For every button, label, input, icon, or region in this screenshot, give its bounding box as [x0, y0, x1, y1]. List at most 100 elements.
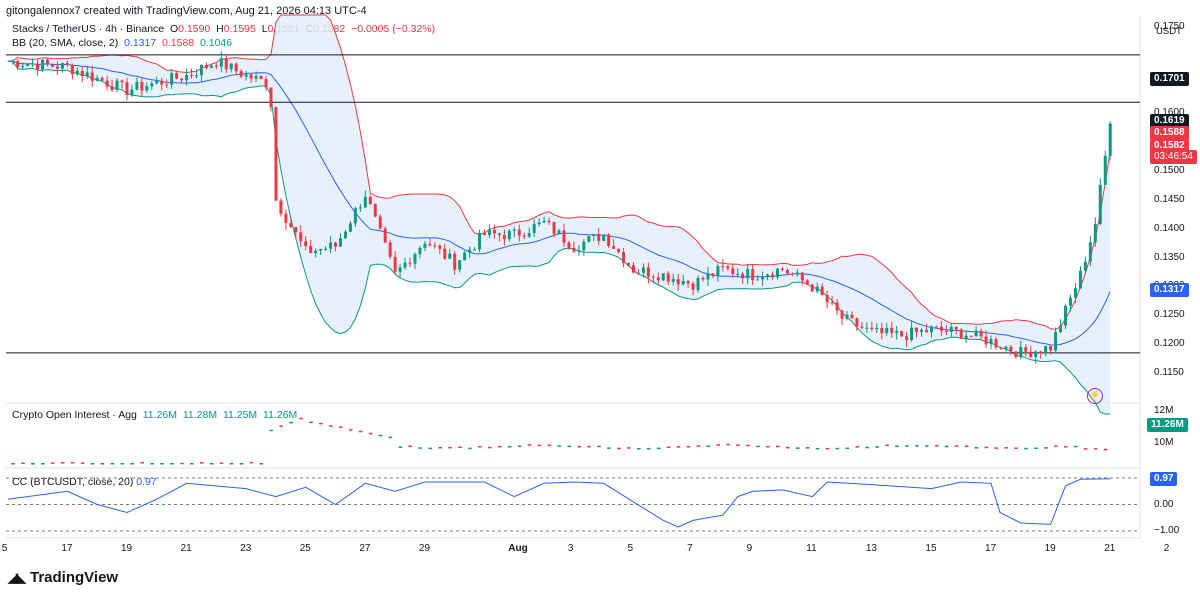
candle-body [746, 269, 750, 279]
hline-1619-tag: 0.1619 [1150, 114, 1189, 128]
date-tick-label: Aug [508, 543, 528, 554]
candle-body [55, 66, 59, 69]
candle-body [776, 268, 779, 278]
candle-body [209, 65, 213, 68]
lightning-icon[interactable]: ⚡ [1087, 388, 1103, 404]
oi-legend[interactable]: Crypto Open Interest · Agg 11.26M 11.28M… [12, 409, 297, 421]
candle-body [984, 336, 988, 345]
candle-body [542, 220, 546, 223]
candle-body [65, 62, 69, 65]
candle-body [368, 196, 372, 205]
oi-candle [547, 444, 552, 447]
candle-body [363, 196, 367, 208]
candle-body [736, 273, 740, 275]
candle-body [319, 248, 323, 251]
candle-body [229, 63, 233, 70]
candle-body [631, 265, 635, 273]
oi-candle [895, 445, 899, 447]
candle-body [165, 84, 169, 86]
candle-body [691, 283, 695, 290]
oi-candle [100, 463, 105, 465]
candle-body [706, 273, 710, 280]
oi-candle [557, 445, 562, 447]
candle-body [254, 75, 258, 79]
candle-body [80, 70, 84, 77]
candle-body [676, 279, 680, 285]
date-tick-label: 19 [1044, 543, 1056, 554]
candle-body [721, 266, 725, 268]
hline-1701-tag: 0.1701 [1150, 72, 1189, 86]
candle-body [1103, 155, 1107, 185]
candle-body [458, 260, 462, 270]
open-interest-candles [11, 417, 1108, 465]
candle-body [1064, 305, 1068, 326]
candle-body [1029, 351, 1033, 357]
price-tick-label: 0.1600 [1154, 107, 1185, 119]
candle-body [1068, 297, 1072, 306]
candle-body [180, 78, 184, 81]
candle-body [269, 87, 273, 108]
bb-legend[interactable]: BB (20, SMA, close, 2) 0.1317 0.1588 0.1… [12, 37, 232, 49]
candle-body [135, 81, 139, 90]
candle-body [95, 77, 99, 81]
oi-candle [656, 447, 661, 450]
candle-body [423, 243, 427, 248]
candle-body [428, 243, 432, 246]
candle-body [1093, 223, 1097, 243]
candle-body [314, 250, 318, 254]
oi-candle [676, 446, 681, 448]
horizontal-lines [6, 54, 1140, 354]
candle-body [1088, 242, 1092, 262]
candle-body [607, 234, 611, 246]
logo-text: TradingView [30, 569, 119, 586]
candle-body [924, 329, 928, 333]
oi-candle [398, 446, 403, 448]
oi-candle [130, 463, 135, 465]
candle-body [239, 71, 243, 77]
candle-body [805, 280, 809, 285]
candle-body [741, 273, 745, 279]
oi-candle [617, 447, 621, 450]
candle-body [140, 81, 144, 91]
bb-label: BB (20, SMA, close, 2) [12, 37, 119, 49]
candle-body [840, 310, 844, 319]
candle-body [353, 208, 357, 224]
candle-body [656, 277, 660, 281]
candle-body [60, 62, 64, 69]
oi-candle [756, 445, 760, 448]
oi-candle [766, 445, 770, 448]
candle-body [1083, 261, 1087, 271]
oi-last-tag: 11.26M [1147, 418, 1188, 432]
oi-candle [269, 429, 274, 432]
candle-body [517, 229, 521, 236]
candle-body [825, 295, 829, 303]
candle-body [905, 336, 909, 341]
date-tick-label: 25 [299, 543, 311, 554]
candle-body [1098, 184, 1102, 224]
candle-body [160, 80, 164, 85]
date-tick-label: 17 [61, 543, 73, 554]
cc-legend[interactable]: CC (BTCUSDT, close, 20) 0.97 [12, 476, 157, 488]
oi-candle [706, 445, 711, 448]
tradingview-logo[interactable]: ◢◣ TradingView [8, 569, 118, 586]
candle-body [875, 327, 879, 330]
currency-label: USDT [1156, 26, 1182, 37]
bollinger-fill [7, 15, 1111, 414]
oi-candle [209, 463, 214, 465]
candle-body [870, 327, 874, 330]
date-tick-label: 3 [567, 543, 574, 554]
symbol-label: Stacks / TetherUS · 4h · Binance [12, 23, 165, 35]
candle-body [204, 64, 208, 68]
candle-body [751, 269, 755, 281]
oi-candle [885, 444, 889, 447]
candle-body [468, 249, 472, 253]
candle-body [666, 273, 670, 282]
candle-body [309, 246, 313, 254]
candle-body [1039, 351, 1043, 354]
oi-candle [468, 447, 472, 450]
oi-candle [726, 443, 730, 446]
candle-body [964, 335, 968, 339]
candle-body [726, 266, 730, 269]
